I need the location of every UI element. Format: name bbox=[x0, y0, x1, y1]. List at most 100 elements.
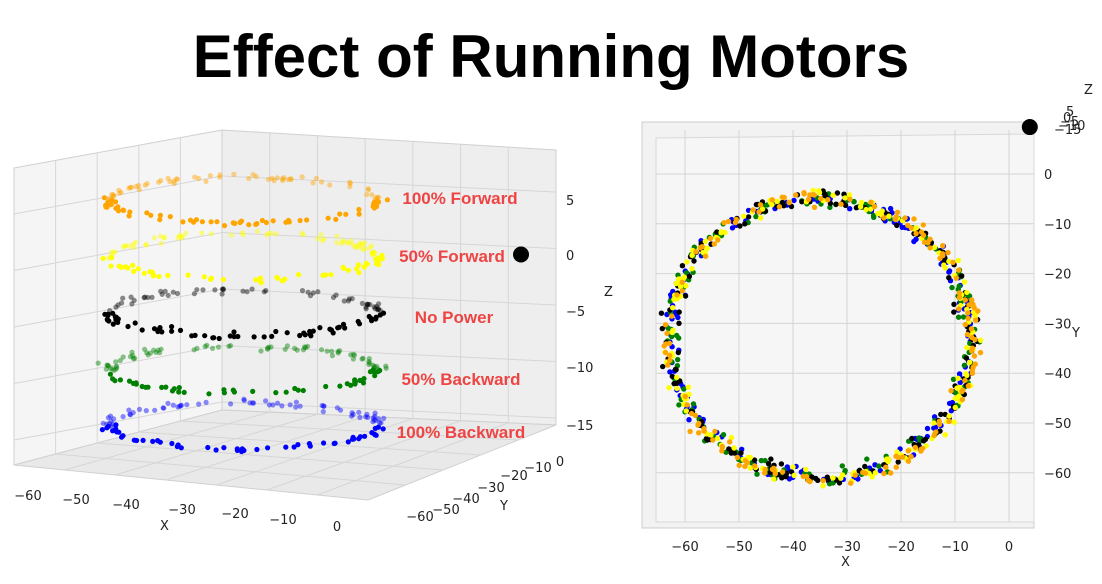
y-tick-label: −40 bbox=[1044, 367, 1071, 382]
data-point bbox=[681, 274, 687, 280]
data-point bbox=[176, 389, 182, 395]
z-tick-label: −10 bbox=[1058, 119, 1085, 134]
data-point bbox=[101, 195, 107, 201]
data-point bbox=[356, 244, 362, 250]
data-point bbox=[350, 411, 356, 417]
data-point bbox=[177, 327, 184, 333]
data-point bbox=[842, 202, 849, 209]
data-point bbox=[118, 189, 124, 195]
data-point bbox=[142, 294, 148, 300]
x-tick-label: −60 bbox=[14, 489, 41, 504]
data-point bbox=[945, 249, 951, 256]
data-point bbox=[357, 414, 363, 421]
data-point bbox=[169, 328, 175, 334]
data-point bbox=[847, 196, 853, 202]
data-point bbox=[922, 436, 929, 442]
data-point bbox=[265, 176, 272, 182]
data-point bbox=[203, 399, 209, 405]
data-point bbox=[119, 433, 125, 439]
data-point bbox=[129, 301, 135, 307]
data-point bbox=[123, 243, 129, 249]
data-point bbox=[191, 291, 197, 297]
data-point bbox=[346, 296, 352, 302]
data-point bbox=[345, 267, 352, 273]
data-point bbox=[363, 306, 369, 312]
data-point bbox=[273, 328, 279, 335]
data-point bbox=[691, 258, 697, 264]
data-point bbox=[200, 287, 206, 293]
series-annotation: 100% Backward bbox=[397, 423, 526, 442]
data-point bbox=[946, 413, 952, 419]
data-point bbox=[720, 432, 727, 438]
data-point bbox=[165, 272, 171, 279]
data-point bbox=[949, 284, 955, 291]
data-point bbox=[791, 197, 797, 204]
data-point bbox=[105, 362, 111, 368]
data-point bbox=[373, 304, 380, 310]
data-point bbox=[295, 442, 301, 448]
data-point bbox=[324, 348, 330, 354]
data-point bbox=[768, 456, 774, 462]
data-point bbox=[321, 403, 327, 409]
data-point bbox=[253, 221, 259, 227]
data-point bbox=[847, 206, 853, 212]
data-point bbox=[956, 393, 962, 399]
data-point bbox=[955, 375, 961, 381]
data-point bbox=[113, 426, 119, 432]
data-point bbox=[350, 351, 356, 357]
data-point bbox=[956, 283, 962, 289]
data-point bbox=[675, 349, 681, 356]
data-point bbox=[113, 422, 119, 428]
data-point bbox=[128, 294, 134, 300]
data-point bbox=[356, 321, 363, 327]
data-point bbox=[158, 240, 164, 246]
data-point bbox=[964, 289, 970, 296]
data-point bbox=[105, 311, 111, 317]
data-point bbox=[913, 230, 919, 237]
data-point bbox=[108, 423, 114, 429]
data-point bbox=[130, 262, 136, 268]
chart-3d-perspective: −60 −50 −40 −30 −20 −10 0−60−50−40−30−20−10 050… bbox=[13, 129, 613, 535]
data-point bbox=[270, 402, 276, 408]
data-point bbox=[659, 325, 665, 332]
data-point bbox=[360, 355, 366, 361]
data-point bbox=[848, 480, 854, 486]
data-point bbox=[909, 435, 915, 442]
data-point bbox=[961, 279, 968, 285]
data-point bbox=[667, 357, 673, 364]
data-point bbox=[194, 287, 200, 293]
data-point bbox=[190, 219, 197, 225]
data-point bbox=[669, 333, 675, 340]
data-point bbox=[712, 428, 718, 435]
data-point bbox=[280, 176, 286, 182]
data-point bbox=[956, 294, 963, 300]
data-point bbox=[319, 238, 325, 244]
data-point bbox=[105, 363, 112, 369]
data-point bbox=[371, 205, 377, 211]
data-point bbox=[937, 255, 943, 261]
data-point bbox=[359, 356, 365, 362]
data-point bbox=[335, 349, 341, 355]
z-tick-label: −15 bbox=[566, 419, 593, 434]
data-point bbox=[281, 175, 287, 181]
data-point bbox=[370, 415, 376, 421]
data-point bbox=[120, 414, 126, 420]
data-point bbox=[199, 230, 205, 236]
y-tick-label: 0 bbox=[1044, 168, 1052, 183]
data-point bbox=[365, 414, 371, 420]
data-point bbox=[157, 439, 163, 445]
z-axis-label: Z bbox=[1084, 83, 1093, 98]
data-point bbox=[120, 354, 126, 360]
data-point bbox=[147, 269, 153, 275]
data-point bbox=[299, 288, 306, 294]
data-point bbox=[283, 389, 289, 395]
data-point bbox=[842, 195, 848, 201]
data-point bbox=[969, 370, 976, 376]
data-point bbox=[143, 241, 149, 247]
data-point bbox=[662, 322, 669, 328]
data-point bbox=[665, 362, 671, 368]
data-point bbox=[307, 293, 314, 299]
data-point bbox=[363, 414, 369, 420]
data-point bbox=[178, 445, 184, 451]
data-point bbox=[672, 366, 679, 372]
